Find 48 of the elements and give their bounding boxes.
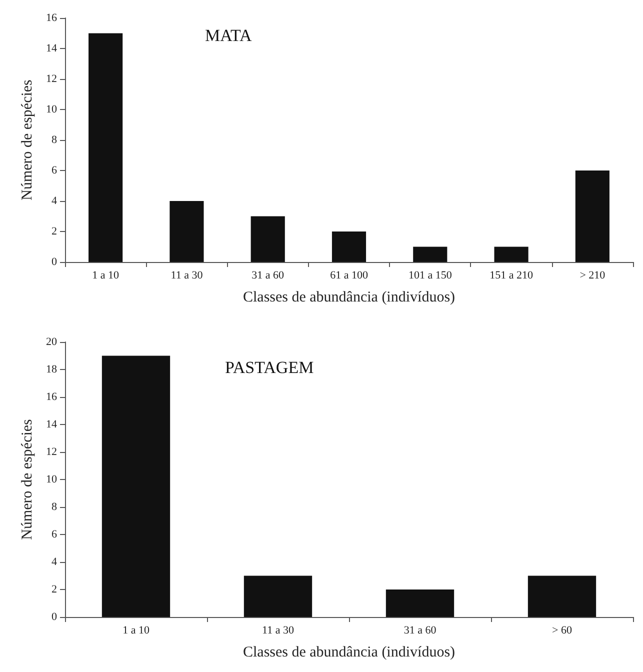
y-axis-title: Número de espécies [20,79,36,200]
text: MATA [205,26,253,45]
bar [528,576,596,617]
bar [244,576,312,617]
y-tick-label: 12 [46,73,57,85]
x-tick-label: 1 a 10 [92,270,120,282]
x-tick-label: 101 a 150 [408,270,452,282]
bar [386,590,454,617]
y-tick-label: 10 [46,474,58,486]
x-tick-label: > 210 [580,270,606,282]
y-tick-label: 0 [52,611,58,623]
y-tick-label: 8 [52,134,58,146]
y-axis-title: Número de espécies [20,418,36,540]
y-tick-label: 10 [46,104,58,116]
y-tick-label: 0 [52,256,58,268]
y-tick-label: 2 [52,226,57,238]
x-axis-title: Classes de abundância (indivíduos) [242,644,456,660]
y-tick-label: 14 [46,418,58,430]
x-tick-label: > 60 [552,624,572,636]
y-tick-label: 20 [46,336,58,348]
y-tick-label: 6 [52,164,58,176]
bar [494,246,528,262]
x-tick-label: 151 a 210 [490,270,534,282]
y-tick-label: 6 [52,528,58,540]
y-tick-label: 8 [52,501,58,513]
y-tick-label: 16 [46,391,58,403]
x-tick-label: 11 a 30 [262,624,294,636]
y-tick-label: 4 [52,195,58,207]
text: PASTAGEM [225,358,314,377]
y-tick-label: 14 [46,42,58,54]
bar [332,232,366,262]
x-tick-label: 11 a 30 [170,270,204,282]
x-axis-title: Classes de abundância (indivíduos) [242,290,456,306]
bar [413,246,448,262]
bar [88,33,123,262]
y-tick-label: 2 [52,584,57,596]
y-tick-label: 16 [46,12,58,24]
y-tick-label: 18 [46,364,58,376]
x-tick-label: 31 a 60 [252,270,285,282]
x-tick-label: 31 a 60 [404,624,437,636]
x-tick-label: 61 a 100 [330,270,368,282]
bar [170,201,204,262]
bar [575,170,610,262]
bar [102,356,170,617]
x-tick-label: 1 a 10 [122,624,150,636]
bar [250,216,285,262]
y-tick-label: 12 [46,446,57,458]
y-tick-label: 4 [52,556,58,568]
